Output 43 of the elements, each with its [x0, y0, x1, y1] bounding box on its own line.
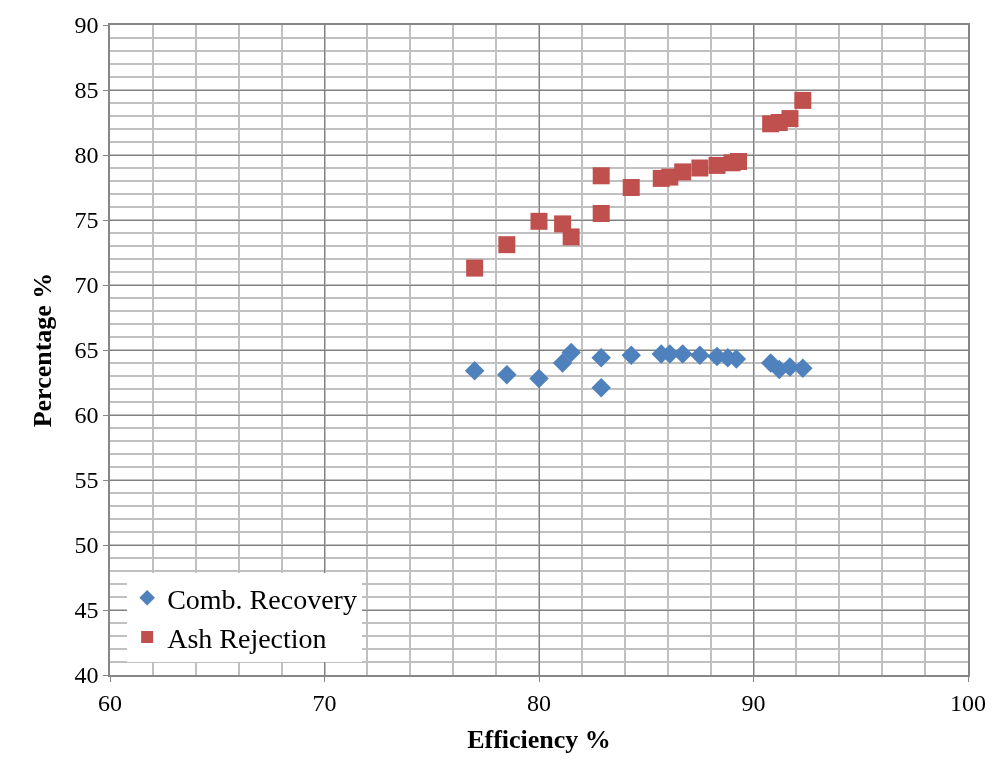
y-axis-title: Percentage % [28, 272, 58, 428]
x-tick-label: 70 [312, 689, 337, 716]
point [708, 156, 726, 174]
point [674, 163, 692, 181]
point [561, 342, 581, 363]
point [530, 212, 548, 230]
point [793, 358, 813, 378]
point [592, 205, 610, 222]
legend-label: Ash Rejection [167, 623, 327, 655]
point [498, 236, 516, 254]
y-tick-label: 85 [74, 77, 99, 104]
point [794, 91, 812, 109]
x-tick-label: 90 [741, 689, 766, 716]
x-axis-title: Efficiency % [467, 724, 611, 754]
point [622, 179, 640, 196]
point [591, 377, 611, 398]
point [464, 361, 485, 381]
point [781, 110, 799, 128]
x-tick-label: 100 [950, 689, 986, 716]
point [591, 348, 611, 368]
point [552, 353, 573, 373]
point [621, 345, 641, 365]
y-tick-label: 40 [74, 662, 99, 689]
point [562, 228, 580, 246]
point [497, 364, 517, 385]
legend-label: Comb. Recovery [167, 583, 357, 615]
point [729, 153, 747, 170]
point [466, 259, 484, 277]
y-tick-label: 45 [74, 597, 99, 624]
y-tick-label: 70 [74, 272, 99, 299]
point [529, 368, 549, 389]
x-tick-label: 80 [527, 689, 551, 716]
y-tick-label: 75 [74, 207, 99, 234]
y-tick-label: 65 [74, 337, 99, 364]
y-tick-label: 90 [74, 12, 99, 39]
point [691, 159, 709, 177]
y-tick-label: 60 [74, 402, 99, 429]
y-tick-label: 50 [74, 532, 99, 559]
point [690, 345, 710, 365]
y-tick-label: 80 [74, 142, 99, 169]
x-tick-label: 60 [98, 689, 122, 716]
point [592, 167, 610, 185]
y-tick-label: 55 [74, 467, 99, 494]
